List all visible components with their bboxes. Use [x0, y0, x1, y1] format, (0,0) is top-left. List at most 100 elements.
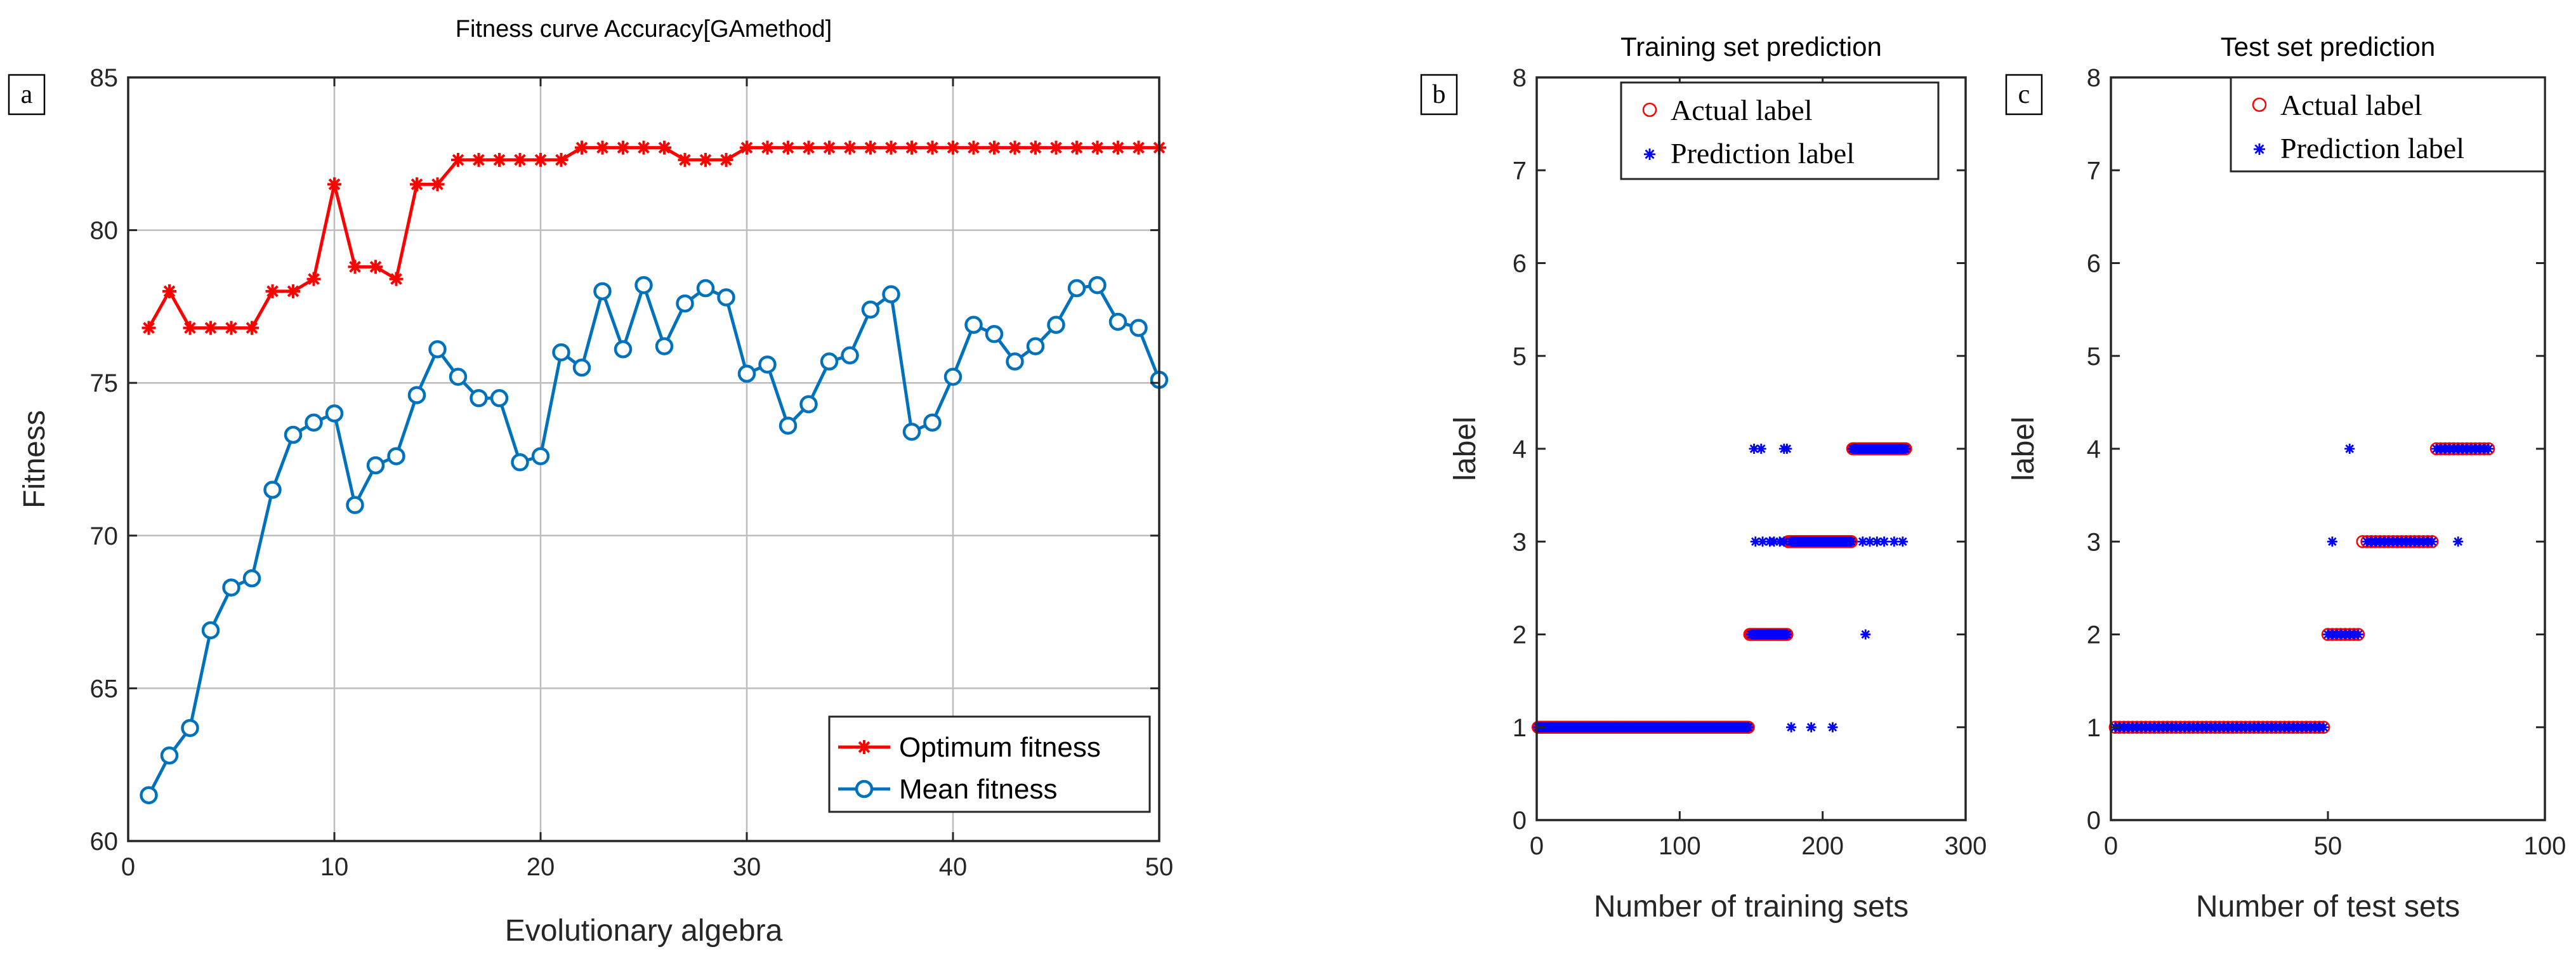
data-point	[1827, 722, 1838, 732]
data-point	[902, 422, 921, 441]
data-point	[140, 786, 158, 805]
data-point	[1070, 140, 1084, 155]
y-tick-label: 2	[2087, 621, 2101, 649]
legend: Actual label Prediction label	[2230, 76, 2546, 173]
data-point	[1090, 140, 1105, 155]
legend-item: Mean fitness	[838, 774, 1057, 805]
data-point	[1769, 536, 1780, 547]
data-point	[1786, 722, 1797, 732]
y-tick-label: 0	[1513, 807, 1527, 835]
data-point	[1129, 319, 1148, 337]
data-point	[799, 395, 818, 414]
panel-label-box	[8, 74, 46, 116]
y-tick-label: 3	[2087, 528, 2101, 556]
data-point	[204, 321, 218, 335]
panel-label: b	[1420, 74, 1458, 116]
data-point	[263, 481, 282, 499]
y-tick-label: 7	[2087, 157, 2101, 185]
data-point	[987, 140, 1001, 155]
data-point	[160, 746, 179, 765]
x-tick-label: 200	[1801, 832, 1844, 860]
data-point	[222, 578, 240, 597]
y-tick-label: 65	[90, 675, 119, 703]
data-point	[575, 140, 589, 155]
data-point	[1067, 279, 1086, 298]
data-point	[678, 152, 692, 167]
data-point	[1026, 337, 1045, 355]
legend-item: Optimum fitness	[838, 732, 1101, 763]
panel-label-box	[1420, 74, 1458, 116]
data-point	[1743, 722, 1754, 732]
data-point	[801, 140, 816, 155]
data-point	[843, 140, 857, 155]
data-point	[534, 152, 548, 167]
data-point	[1879, 536, 1889, 547]
y-tick-label: 0	[2087, 807, 2101, 835]
data-point	[492, 152, 506, 167]
x-axis-label: Number of test sets	[2196, 890, 2460, 924]
data-point	[471, 152, 486, 167]
data-point	[1047, 315, 1065, 335]
data-point	[882, 285, 900, 303]
data-point	[181, 719, 199, 738]
y-tick-label: 5	[1513, 343, 1527, 371]
data-point	[224, 321, 239, 335]
panel-label-box	[2005, 74, 2043, 116]
data-point	[2453, 536, 2464, 547]
data-point	[284, 425, 303, 444]
y-tick-label: 6	[2087, 250, 2101, 278]
data-point	[822, 140, 836, 155]
data-point	[2344, 444, 2355, 454]
data-point	[531, 447, 550, 465]
data-point	[572, 358, 591, 377]
x-axis-label: Evolutionary algebra	[505, 914, 783, 948]
data-point	[451, 152, 465, 167]
legend-item: Actual label	[2252, 89, 2422, 121]
data-point	[305, 413, 323, 432]
data-point	[428, 340, 447, 359]
data-point	[964, 315, 983, 335]
data-point	[2427, 536, 2438, 547]
y-tick-label: 5	[2087, 343, 2101, 371]
data-point	[740, 140, 754, 155]
data-point	[511, 453, 529, 472]
data-point	[1782, 444, 1792, 454]
panel-label-text: c	[2018, 80, 2030, 109]
data-point	[864, 140, 877, 155]
legend: Optimum fitness Mean fitness	[828, 715, 1151, 813]
series-prediction-label	[1533, 444, 1911, 732]
data-point	[657, 140, 671, 155]
y-tick-label: 4	[1513, 435, 1527, 463]
data-point	[758, 355, 777, 374]
data-point	[1806, 722, 1817, 732]
panel-label: a	[8, 74, 46, 116]
legend-marker	[1644, 149, 1655, 160]
x-tick-label: 0	[2104, 832, 2118, 860]
x-tick-label: 50	[1145, 853, 1174, 881]
legend-marker	[2252, 97, 2267, 112]
data-point	[717, 288, 735, 307]
data-point	[346, 496, 364, 514]
data-point	[242, 569, 261, 588]
data-point	[593, 282, 612, 301]
data-point	[636, 140, 651, 155]
data-point	[946, 140, 960, 155]
data-point	[470, 389, 488, 408]
legend-label: Mean fitness	[899, 774, 1057, 805]
data-point	[1889, 536, 1900, 547]
data-point	[1028, 140, 1042, 155]
panel-label-text: a	[21, 80, 33, 109]
data-point	[616, 140, 630, 155]
y-tick-label: 2	[1513, 621, 1527, 649]
data-point	[1006, 352, 1024, 371]
data-point	[841, 346, 859, 365]
legend-label: Prediction label	[2280, 132, 2464, 164]
data-point	[696, 279, 715, 298]
y-tick-label: 3	[1513, 528, 1527, 556]
x-axis-label: Number of training sets	[1594, 890, 1909, 924]
data-point	[1111, 140, 1125, 155]
legend-label: Actual label	[2280, 89, 2422, 121]
chart-panel-a: 0 10 20 30 40 50 60 65 70 75 80 85 Fitness curve Acc…	[8, 16, 1174, 948]
data-point	[634, 275, 653, 295]
